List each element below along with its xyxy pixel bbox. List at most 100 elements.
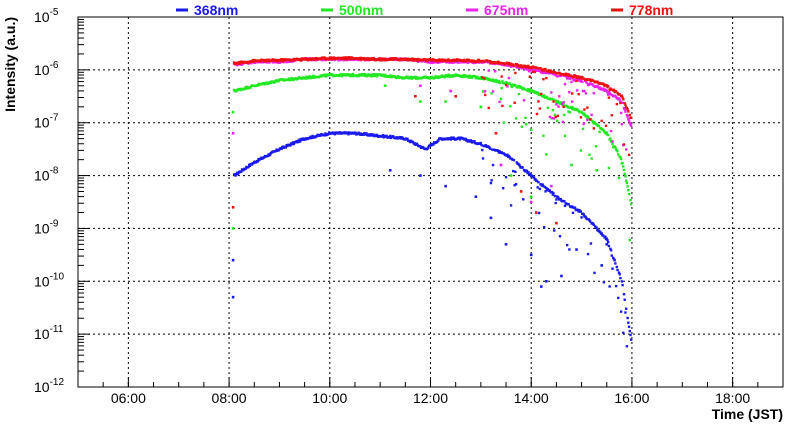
- data-point: [541, 183, 544, 186]
- data-point: [490, 179, 493, 182]
- data-point: [252, 161, 255, 165]
- data-point: [520, 125, 524, 128]
- data-point: [406, 58, 409, 62]
- data-point: [232, 61, 236, 64]
- data-point: [342, 57, 345, 60]
- data-point: [578, 75, 581, 79]
- data-point: [606, 133, 610, 137]
- data-point: [554, 201, 557, 205]
- data-point: [591, 84, 595, 87]
- data-point: [586, 116, 589, 120]
- outlier-point: [419, 100, 422, 103]
- data-point: [437, 76, 440, 80]
- data-point: [430, 61, 433, 65]
- data-point: [458, 138, 462, 141]
- data-point: [538, 107, 542, 110]
- data-point: [284, 146, 288, 149]
- data-point: [499, 61, 503, 65]
- data-point: [624, 103, 627, 107]
- data-point: [569, 76, 572, 79]
- legend-label-778nm: 778nm: [629, 2, 673, 18]
- data-point: [585, 81, 588, 84]
- data-point: [296, 141, 299, 144]
- data-point: [412, 141, 415, 144]
- data-point: [618, 273, 621, 276]
- data-point: [577, 210, 580, 213]
- data-point: [540, 92, 543, 96]
- data-point: [371, 58, 375, 61]
- data-point: [609, 249, 613, 252]
- data-point: [309, 57, 312, 60]
- data-point: [590, 113, 593, 117]
- data-point: [555, 119, 559, 123]
- data-point: [248, 164, 252, 168]
- data-point: [396, 76, 399, 80]
- data-point: [605, 84, 608, 87]
- outlier-point: [595, 168, 598, 172]
- data-point: [628, 113, 631, 117]
- data-point: [491, 90, 495, 93]
- data-point: [607, 96, 611, 99]
- data-point: [388, 75, 391, 79]
- data-point: [481, 61, 484, 64]
- data-point: [484, 144, 488, 147]
- legend-label-368nm: 368nm: [194, 2, 238, 18]
- data-point: [627, 110, 630, 113]
- data-point: [365, 132, 368, 135]
- data-point: [291, 59, 295, 62]
- data-point: [592, 122, 596, 125]
- data-point: [389, 58, 393, 61]
- data-point: [600, 119, 603, 123]
- data-point: [530, 68, 534, 71]
- data-point: [612, 88, 616, 91]
- data-point: [514, 83, 517, 87]
- data-point: [617, 176, 621, 180]
- data-point: [623, 298, 626, 301]
- y-tick-label: 10-11: [34, 324, 64, 342]
- data-point: [552, 192, 555, 195]
- outlier-point: [494, 131, 498, 135]
- data-point: [627, 189, 630, 192]
- outlier-point: [560, 274, 563, 278]
- data-point: [323, 56, 326, 59]
- data-point: [240, 170, 243, 173]
- data-point: [348, 57, 352, 61]
- data-point: [489, 78, 493, 82]
- data-point: [268, 61, 271, 64]
- outlier-point: [605, 242, 609, 246]
- data-point: [606, 238, 609, 242]
- data-point: [616, 150, 619, 153]
- data-point: [280, 147, 283, 151]
- data-point: [329, 56, 332, 59]
- data-point: [573, 206, 577, 210]
- x-tick-label: 10:00: [312, 390, 347, 406]
- data-point: [332, 57, 335, 61]
- data-point: [619, 310, 623, 313]
- data-point: [333, 132, 337, 136]
- x-tick-label: 08:00: [212, 390, 247, 406]
- data-point: [473, 139, 476, 143]
- data-point: [562, 103, 565, 106]
- data-point: [545, 186, 548, 190]
- data-point: [340, 74, 344, 78]
- data-point: [582, 122, 585, 126]
- data-point: [546, 187, 549, 191]
- data-point: [468, 76, 471, 79]
- data-point: [618, 93, 621, 96]
- outlier-point: [449, 89, 452, 93]
- data-point: [620, 280, 624, 283]
- data-point: [630, 124, 633, 127]
- data-point: [551, 193, 554, 196]
- data-point: [570, 105, 573, 109]
- data-point: [583, 89, 586, 93]
- data-point: [524, 116, 527, 120]
- data-point: [591, 119, 594, 123]
- data-point: [550, 91, 553, 94]
- data-point: [482, 60, 485, 63]
- data-point: [627, 321, 630, 324]
- data-point: [578, 110, 582, 114]
- data-point: [483, 90, 487, 93]
- data-point: [589, 118, 592, 121]
- data-point: [627, 118, 630, 121]
- data-point: [567, 202, 570, 206]
